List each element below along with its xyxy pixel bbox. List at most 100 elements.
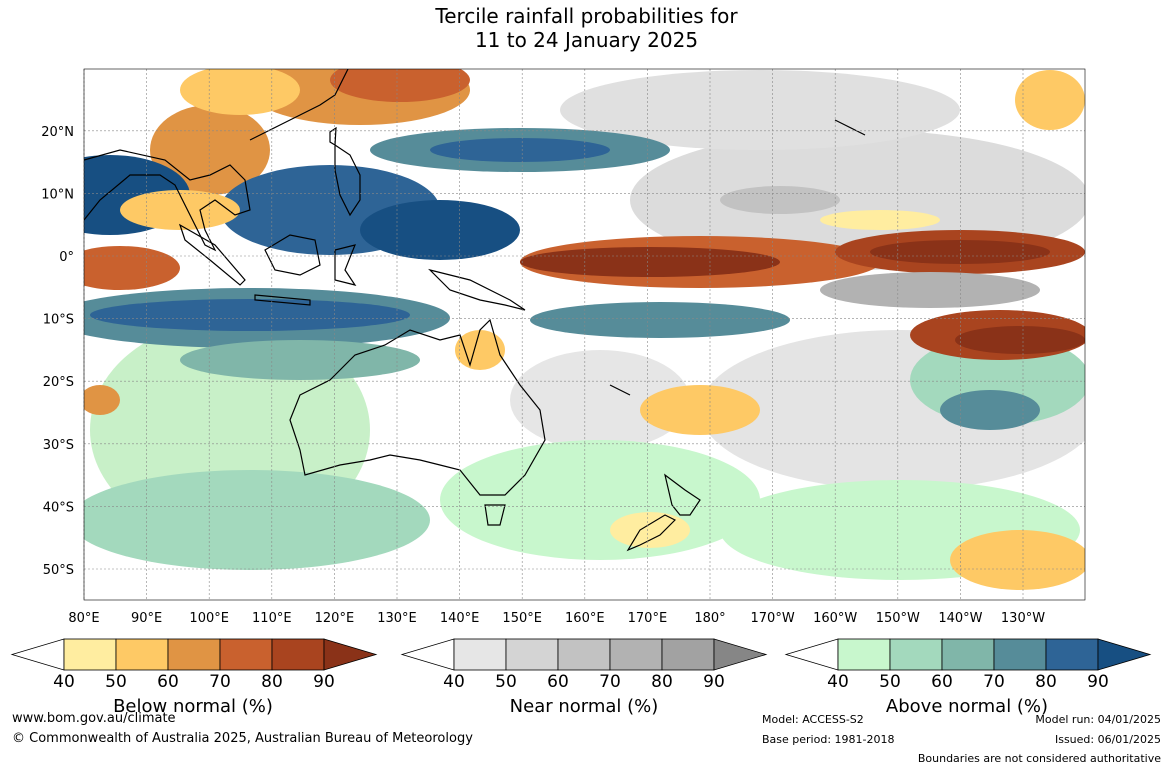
colorbar-segment [1045, 638, 1099, 671]
below-normal-region [520, 247, 780, 277]
above-normal-region [90, 299, 410, 331]
colorbar-segment [115, 638, 169, 671]
longitude-label: 130°W [1001, 611, 1045, 626]
longitude-label: 150°E [502, 611, 542, 626]
taiwan-coastline [329, 126, 337, 147]
below-normal-region [84, 385, 120, 415]
colorbar-segment [941, 638, 995, 671]
title-line-1: Tercile rainfall probabilities for [435, 4, 738, 28]
website-link[interactable]: www.bom.gov.au/climate [12, 711, 176, 726]
longitude-label: 160°W [813, 611, 857, 626]
colorbar-tick-label: 60 [931, 672, 953, 692]
below-normal-region [180, 69, 300, 115]
near-normal-region [560, 70, 960, 150]
southeast-asia-coastline [84, 149, 251, 252]
colorbar-tick-label: 40 [443, 672, 465, 692]
longitude-label: 80°E [68, 611, 99, 626]
above-normal-region [440, 440, 760, 560]
colorbar-tick-label: 60 [157, 672, 179, 692]
china-coastline [249, 69, 349, 141]
below-normal-region [950, 530, 1085, 590]
longitude-label: 140°W [938, 611, 982, 626]
above-normal-region [180, 340, 420, 380]
australia-coastline [289, 318, 546, 496]
title-line-2: 11 to 24 January 2025 [474, 28, 699, 52]
above-normal-region [84, 470, 430, 570]
below-normal-region [820, 210, 940, 230]
colorbar-tick-label: 50 [495, 672, 517, 692]
colorbar-segment [609, 638, 663, 671]
latitude-labels: 20°N 10°N 0° 10°S 20°S 30°S 40°S 50°S [41, 125, 74, 578]
longitude-label: 130°E [377, 611, 417, 626]
new-zealand-coastline [626, 473, 701, 552]
above-normal-region [430, 138, 610, 162]
base-period: Base period: 1981-2018 [762, 733, 895, 746]
below-normal-region [120, 190, 240, 230]
map-frame [83, 68, 1086, 601]
map-title: Tercile rainfall probabilities for 11 to… [0, 4, 1173, 52]
colorbar-segment [837, 638, 891, 671]
longitude-label: 110°E [252, 611, 292, 626]
below-normal-region [870, 240, 1050, 264]
sulawesi-coastline [334, 244, 357, 286]
longitude-label: 180° [694, 611, 725, 626]
colorbar-high-extension [323, 638, 378, 671]
probability-fields [84, 69, 1085, 600]
latitude-label: 20°S [43, 375, 74, 390]
philippines-coastline [334, 143, 361, 217]
below-normal-region [955, 326, 1085, 354]
latitude-label: 30°S [43, 438, 74, 453]
near-normal-colorbar-title: Near normal (%) [509, 696, 659, 717]
near-normal-colorbar: 40 50 60 70 80 90 [400, 638, 768, 692]
issued-date: Issued: 06/01/2025 [1054, 733, 1161, 746]
longitude-label: 100°E [189, 611, 229, 626]
below-normal-region [330, 69, 470, 102]
longitude-label: 140°E [440, 611, 480, 626]
model-name: Model: ACCESS-S2 [762, 713, 864, 726]
longitude-label: 150°W [876, 611, 920, 626]
model-run-date: Model run: 04/01/2025 [1035, 713, 1161, 726]
colorbar-tick-label: 70 [599, 672, 621, 692]
longitude-label: 170°W [751, 611, 795, 626]
latitude-label: 50°S [43, 563, 74, 578]
borneo-coastline [264, 234, 321, 276]
colorbar-tick-label: 90 [1087, 672, 1109, 692]
above-normal-region [360, 200, 520, 260]
longitude-label: 170°E [628, 611, 668, 626]
colorbar-high-extension [713, 638, 768, 671]
latitude-label: 10°S [43, 313, 74, 328]
below-normal-region [640, 385, 760, 435]
colorbar-tick-label: 40 [53, 672, 75, 692]
colorbar-tick-label: 60 [547, 672, 569, 692]
colorbar-segment [661, 638, 715, 671]
colorbar-segment [993, 638, 1047, 671]
latitude-label: 0° [59, 250, 74, 265]
near-normal-region [820, 272, 1040, 308]
colorbar-segment [453, 638, 507, 671]
colorbar-low-extension [400, 638, 455, 671]
colorbar-tick-label: 70 [983, 672, 1005, 692]
java-coastline [254, 294, 311, 306]
tasmania-coastline [484, 504, 506, 526]
rainfall-probability-map: 20°N 10°N 0° 10°S 20°S 30°S 40°S 50°S 80°E 90°E 1… [41, 68, 1086, 626]
above-normal-colorbar-title: Above normal (%) [885, 696, 1049, 717]
below-normal-region [1015, 70, 1085, 130]
colorbars: 40 50 60 70 80 90 40 50 60 70 80 90 40 50 60 70 80 90 [10, 638, 1152, 692]
boundaries-disclaimer: Boundaries are not considered authoritat… [917, 752, 1161, 765]
hawaii-coastline [834, 119, 866, 136]
colorbar-tick-label: 80 [651, 672, 673, 692]
colorbar-tick-label: 90 [703, 672, 725, 692]
longitude-label: 160°E [565, 611, 605, 626]
new-caledonia-coastline [609, 384, 631, 396]
colorbar-segment [271, 638, 325, 671]
below-normal-colorbar: 40 50 60 70 80 90 [10, 638, 378, 692]
colorbar-tick-label: 70 [209, 672, 231, 692]
colorbar-segment [167, 638, 221, 671]
colorbar-segment [505, 638, 559, 671]
latitude-label: 20°N [41, 125, 74, 140]
longitude-label: 120°E [315, 611, 355, 626]
colorbar-tick-label: 40 [827, 672, 849, 692]
graticule [83, 69, 1085, 600]
colorbar-segment [557, 638, 611, 671]
above-normal-region [530, 302, 790, 338]
